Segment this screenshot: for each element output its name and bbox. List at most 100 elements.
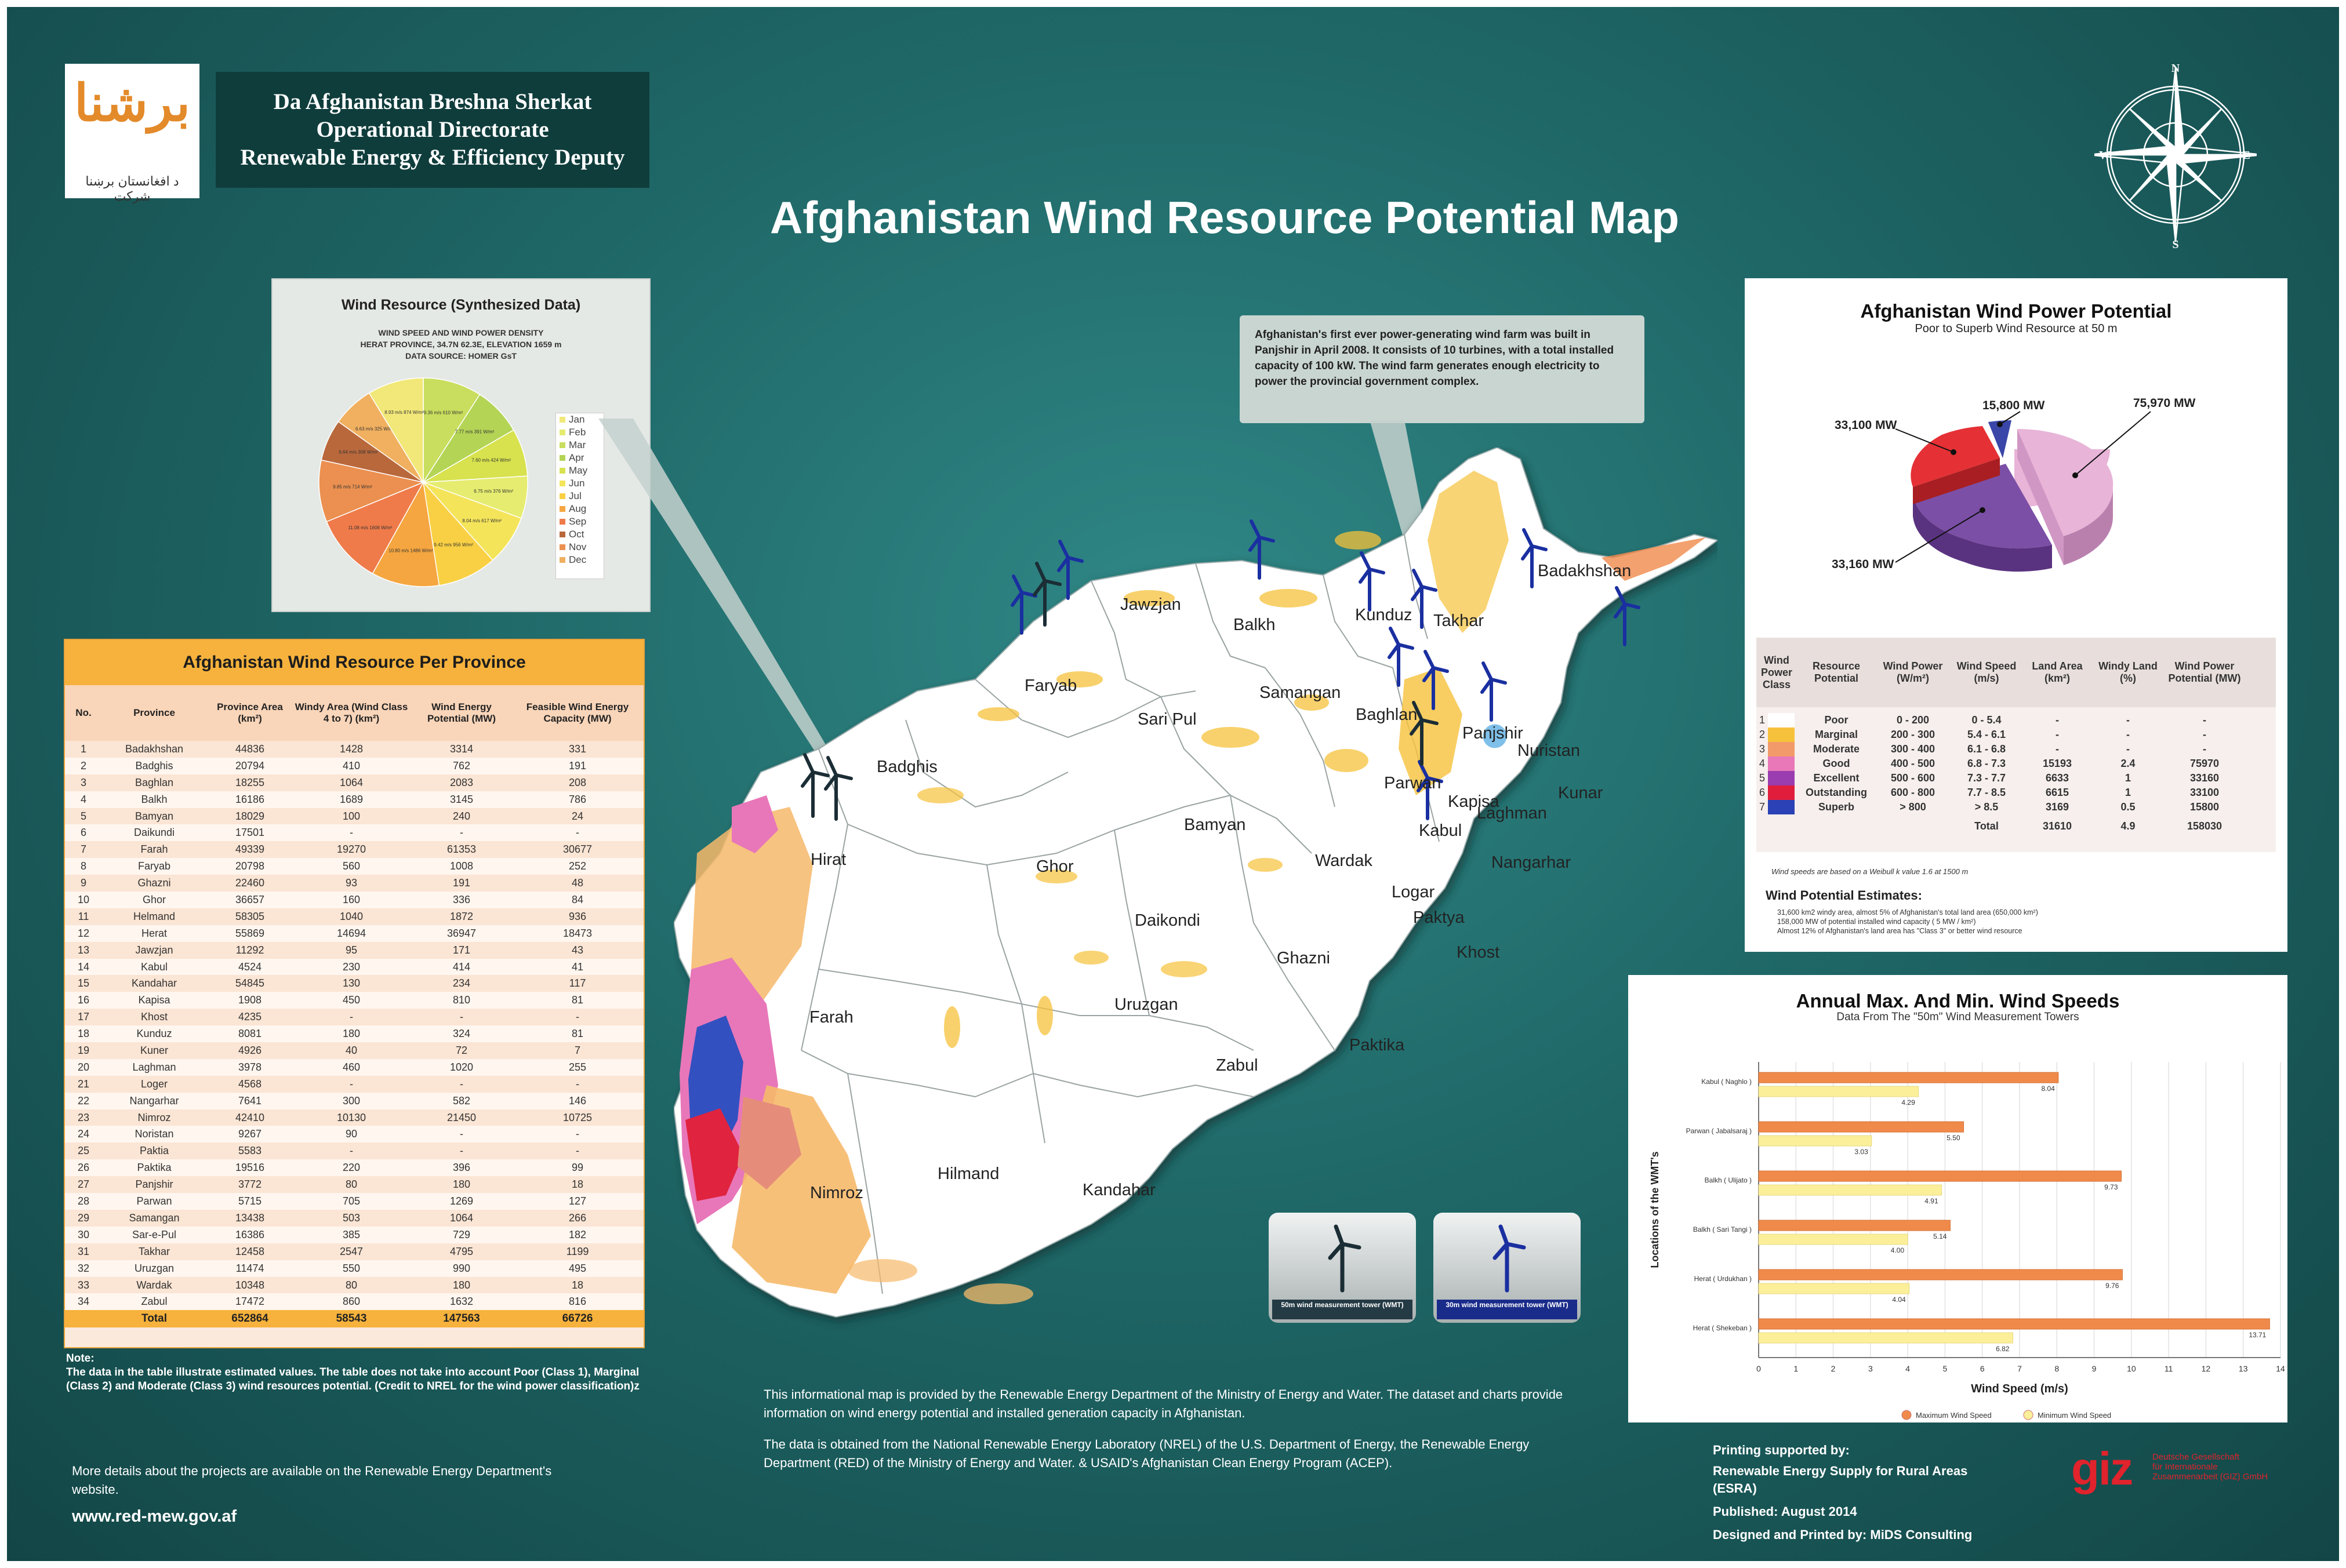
table-cell: 20: [77, 1061, 90, 1073]
table-cell: 54845: [235, 977, 265, 989]
poster: برشنا د افغانستان برښنا شرکت Da Afghanis…: [7, 7, 2339, 1561]
pie-legend-item: Jul: [556, 490, 604, 503]
table-row: 12 Herat 55869 14694 36947 18473: [65, 925, 644, 942]
table-cell: 240: [452, 810, 471, 822]
estimate-3: Almost 12% of Afghanistan's land area ha…: [1777, 927, 2022, 935]
label-zabul: Zabul: [1216, 1056, 1258, 1075]
class-cell: 15800: [2189, 801, 2220, 813]
table-cell: 220: [342, 1162, 361, 1174]
table-cell: 42410: [235, 1111, 265, 1123]
table-cell: 21450: [446, 1111, 477, 1123]
table-cell: Laghman: [132, 1061, 176, 1073]
table-cell: Takhar: [138, 1245, 170, 1257]
table-row: 15 Kandahar 54845 130 234 117: [65, 975, 644, 992]
total-feasible: 66726: [562, 1312, 593, 1325]
legend-label: Jun: [569, 478, 585, 489]
legend-label: Aug: [569, 503, 587, 514]
bar-value-label: 4.91: [1924, 1197, 1938, 1205]
bar-chart-subtitle: Data From The "50m" Wind Measurement Tow…: [1836, 1011, 2079, 1023]
class-number: 2: [1759, 729, 1765, 740]
label-parwan: Parwan: [1384, 774, 1441, 792]
table-cell: 100: [342, 810, 361, 822]
table-cell: Kuner: [140, 1045, 169, 1057]
label-kunar: Kunar: [1558, 784, 1603, 802]
website-link[interactable]: www.red-mew.gov.af: [72, 1507, 237, 1526]
table-cell: 255: [568, 1061, 587, 1073]
table-cell: 13: [77, 944, 90, 956]
pie-legend-item: Feb: [556, 426, 604, 439]
class-cell: 15193: [2042, 758, 2072, 769]
class-cell: 7.3 - 7.7: [1967, 772, 2006, 784]
wind-speed-bar-panel: Annual Max. And Min. Wind Speeds Data Fr…: [1628, 975, 2287, 1423]
table-cell: 36947: [446, 927, 477, 939]
table-cell: 30: [77, 1228, 90, 1240]
table-cell: Noristan: [135, 1128, 174, 1140]
table-cell: 81: [571, 1028, 584, 1040]
total-windy: 58543: [336, 1312, 367, 1325]
label-jawzjan: Jawzjan: [1120, 595, 1181, 614]
table-cell: 32: [77, 1262, 90, 1274]
table-cell: 9: [80, 877, 86, 889]
table-cell: 182: [568, 1228, 587, 1240]
table-cell: 22460: [235, 877, 265, 889]
pie-slice: [423, 377, 481, 484]
table-cell: 13438: [235, 1212, 265, 1224]
table-cell: 33: [77, 1279, 90, 1291]
table-cell: 90: [345, 1128, 358, 1140]
pie-legend-item: Aug: [556, 503, 604, 515]
class-cell: -: [2126, 743, 2130, 755]
tower-50m-legend: 50m wind measurement tower (WMT): [1269, 1213, 1416, 1323]
table-cell: 410: [342, 759, 361, 772]
table-cell: 1064: [449, 1212, 474, 1224]
bar-max: [1758, 1072, 2059, 1083]
class-row: 5: [1756, 771, 1797, 785]
table-cell: Kunduz: [136, 1028, 172, 1040]
table-cell: Parwan: [136, 1195, 172, 1207]
table-cell: 93: [345, 877, 358, 889]
label-takhar: Takhar: [1433, 612, 1484, 630]
pie-slice-label: 6.63 m/s 325 W/m²: [355, 426, 395, 431]
table-row: 28 Parwan 5715 705 1269 127: [65, 1193, 644, 1210]
header-province: Province: [133, 707, 175, 718]
table-cell: 25: [77, 1145, 90, 1157]
class-number: 3: [1759, 743, 1765, 755]
wind-zones: [680, 471, 1706, 1304]
legend-label: Apr: [569, 452, 584, 463]
x-tick-label: 0: [1756, 1364, 1761, 1373]
table-cell: 4235: [238, 1011, 262, 1023]
table-row: 2 Badghis 20794 410 762 191: [65, 757, 644, 774]
published: Published: August 2014: [1713, 1504, 1857, 1519]
table-cell: 336: [452, 894, 471, 906]
table-cell: 58305: [235, 910, 265, 922]
class-total: Total: [1974, 820, 1999, 832]
table-cell: 18: [77, 1028, 90, 1040]
table-cell: 3978: [238, 1061, 262, 1073]
class-cell: -: [2203, 743, 2206, 755]
table-cell: 40: [345, 1045, 358, 1057]
class-col-mw: - - - 75970 33160 33100 15800 158030: [2165, 707, 2245, 852]
legend-swatch: [560, 442, 565, 448]
table-cell: 99: [571, 1162, 584, 1174]
table-cell: 49339: [235, 843, 265, 856]
table-cell: Badakhshan: [125, 743, 184, 755]
turbine-50m-icon: [1328, 1224, 1361, 1293]
table-cell: 34: [77, 1296, 90, 1308]
table-cell: 8081: [238, 1028, 262, 1040]
table-cell: 4795: [449, 1245, 474, 1257]
pie-legend-item: Jun: [556, 477, 604, 490]
class-color-swatch: [1768, 771, 1795, 785]
table-row: 26 Paktika 19516 220 396 99: [65, 1159, 644, 1177]
table-cell: 16386: [235, 1228, 265, 1240]
legend-swatch: [560, 519, 565, 525]
table-cell: 27: [77, 1178, 90, 1191]
class-cell: Good: [1822, 758, 1850, 769]
label-laghman: Laghman: [1477, 804, 1547, 823]
label-hilmand: Hilmand: [938, 1165, 999, 1183]
bar-min: [1758, 1086, 1919, 1097]
bar-value-label: 13.71: [2249, 1331, 2266, 1339]
legend-label: Minimum Wind Speed: [2038, 1411, 2111, 1420]
breshna-logo: برشنا د افغانستان برښنا شرکت: [65, 64, 199, 203]
org-line-3: Renewable Energy & Efficiency Deputy: [240, 145, 625, 170]
table-cell: Ghazni: [137, 877, 171, 889]
pie-slice-label: 9.42 m/s 956 W/m²: [434, 543, 473, 548]
